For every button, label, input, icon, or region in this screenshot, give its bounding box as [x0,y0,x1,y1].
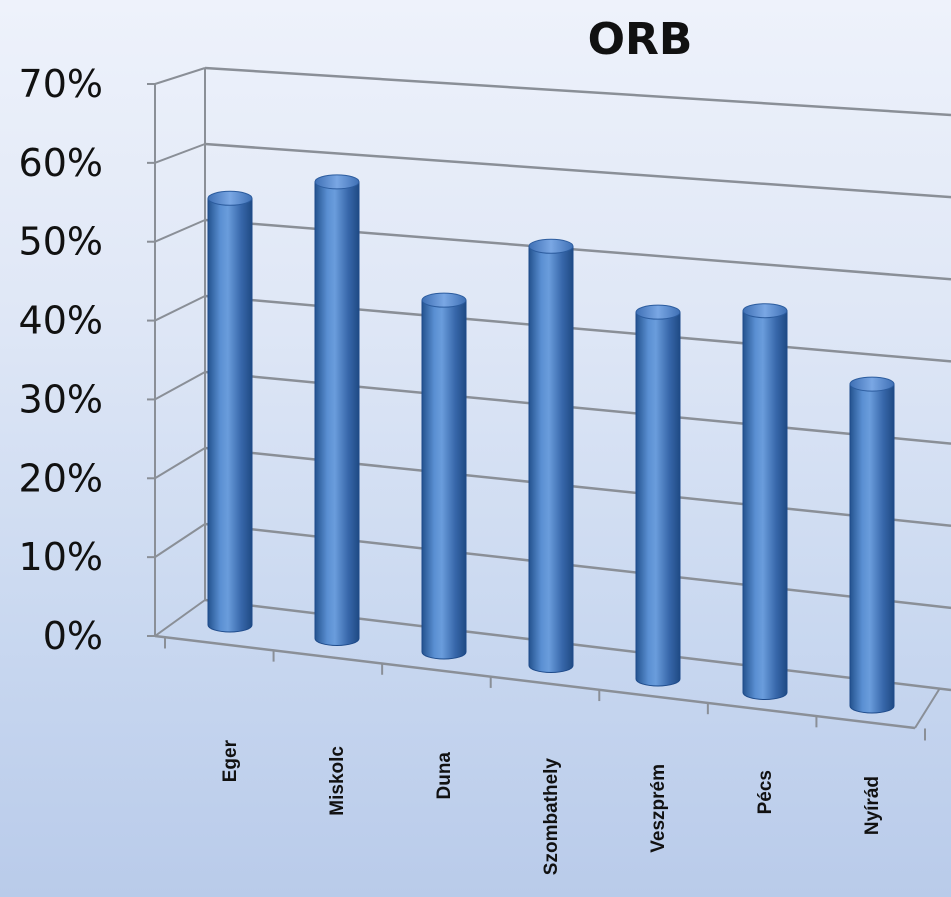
bar-nyírád [849,376,895,714]
side-gridline [154,371,206,401]
bar-body [849,383,895,714]
x-tick-label: Duna [434,752,455,800]
side-gridline [154,599,206,637]
x-tick-label: Eger [220,739,241,782]
bar-body [635,311,681,687]
bar-top [635,304,681,320]
side-gridline [154,143,206,164]
gridline [204,66,951,117]
chart-title: ORB [588,14,693,65]
y-tick-label: 20% [19,456,103,500]
bar-duna [421,292,467,660]
bar-body [314,181,360,646]
chart-bars [207,174,895,714]
floor-right-edge [914,687,941,729]
x-tick-label: Szombathely [541,758,562,876]
y-tick-label: 10% [19,535,103,579]
bar-body [421,299,467,660]
side-gridline [154,295,206,322]
bar-top [421,292,467,308]
bar-pécs [742,303,788,700]
gridline [204,142,951,199]
bar-eger [207,190,253,633]
side-gridline [154,219,206,243]
side-gridline [154,447,206,480]
bar-body [742,310,788,700]
side-gridline [154,67,206,85]
bar-top [742,303,788,319]
y-tick-label: 40% [19,299,103,343]
y-tick-label: 70% [19,62,103,106]
y-tick-label: 0% [43,614,103,658]
bar-top [314,174,360,190]
x-axis-line [154,634,916,730]
bar-top [207,190,253,206]
bar-szombathely [528,238,574,673]
y-tick-label: 50% [19,220,103,264]
side-gridline [154,523,206,558]
y-tick-label: 60% [19,141,103,185]
bar-miskolc [314,174,360,646]
x-tick-label: Pécs [755,770,776,814]
x-axis-labels: Eger Miskolc Duna Szombathely Veszprém Pécs Ny… [220,739,883,875]
bar-body [528,245,574,673]
x-tick-label: Veszprém [648,764,669,853]
x-tick-label: Nyírád [862,776,883,835]
bar-top [528,238,574,254]
bar-veszprém [635,304,681,687]
bar-body [207,197,253,633]
y-tick-label: 30% [19,377,103,421]
chart-axes: 0% 10% 20% 30% 40% 50% 60% 70% [19,62,951,741]
x-tick-label: Miskolc [327,746,348,816]
bar-top [849,376,895,392]
